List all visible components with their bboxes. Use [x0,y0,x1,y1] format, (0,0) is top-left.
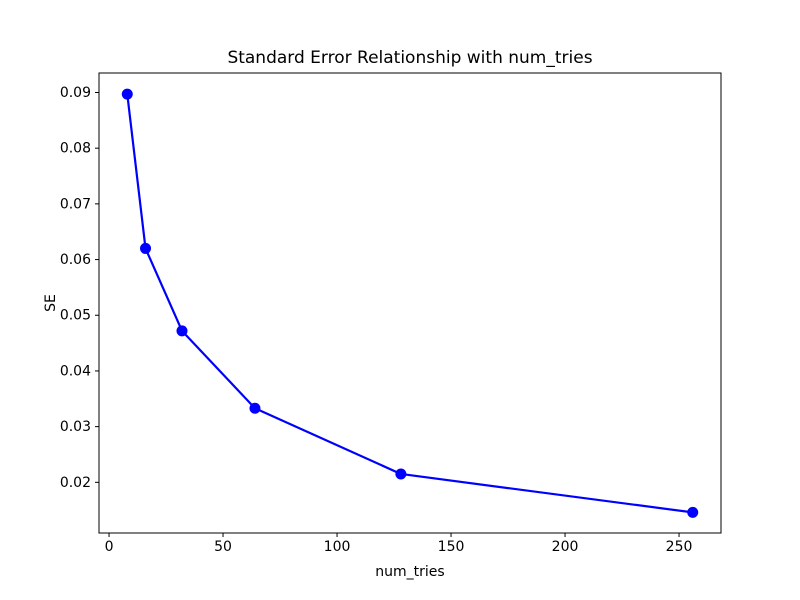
data-line [126,93,694,514]
y-tick-label: 0.03 [60,419,91,435]
x-tick-label: 200 [552,539,579,555]
data-point [687,506,699,518]
x-tick-label: 150 [438,539,465,555]
x-axis-ticks: 0 50 100 150 200 250 [105,533,693,555]
data-point [249,402,261,414]
chart-title: Standard Error Relationship with num_tri… [227,48,592,68]
x-tick-label: 0 [105,539,114,555]
y-tick-label: 0.06 [60,252,91,268]
plot-area [98,72,722,534]
y-tick-label: 0.07 [60,196,91,212]
data-series [121,88,699,518]
y-tick-label: 0.02 [60,475,91,491]
x-axis-label: num_tries [375,564,444,580]
x-tick-label: 100 [324,539,351,555]
x-tick-label: 250 [666,539,693,555]
data-point [121,88,133,100]
x-tick-label: 50 [214,539,232,555]
y-tick-label: 0.09 [60,85,91,101]
y-axis-label: SE [43,294,59,312]
data-point [395,468,407,480]
y-axis-ticks: 0.02 0.03 0.04 0.05 0.06 0.07 0.08 0.09 [60,85,99,491]
data-point [140,242,152,254]
y-tick-label: 0.08 [60,141,91,157]
y-tick-label: 0.05 [60,308,91,324]
data-point [176,325,188,337]
y-tick-label: 0.04 [60,363,91,379]
